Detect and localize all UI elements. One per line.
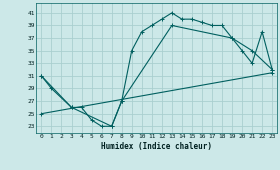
X-axis label: Humidex (Indice chaleur): Humidex (Indice chaleur): [101, 142, 212, 151]
